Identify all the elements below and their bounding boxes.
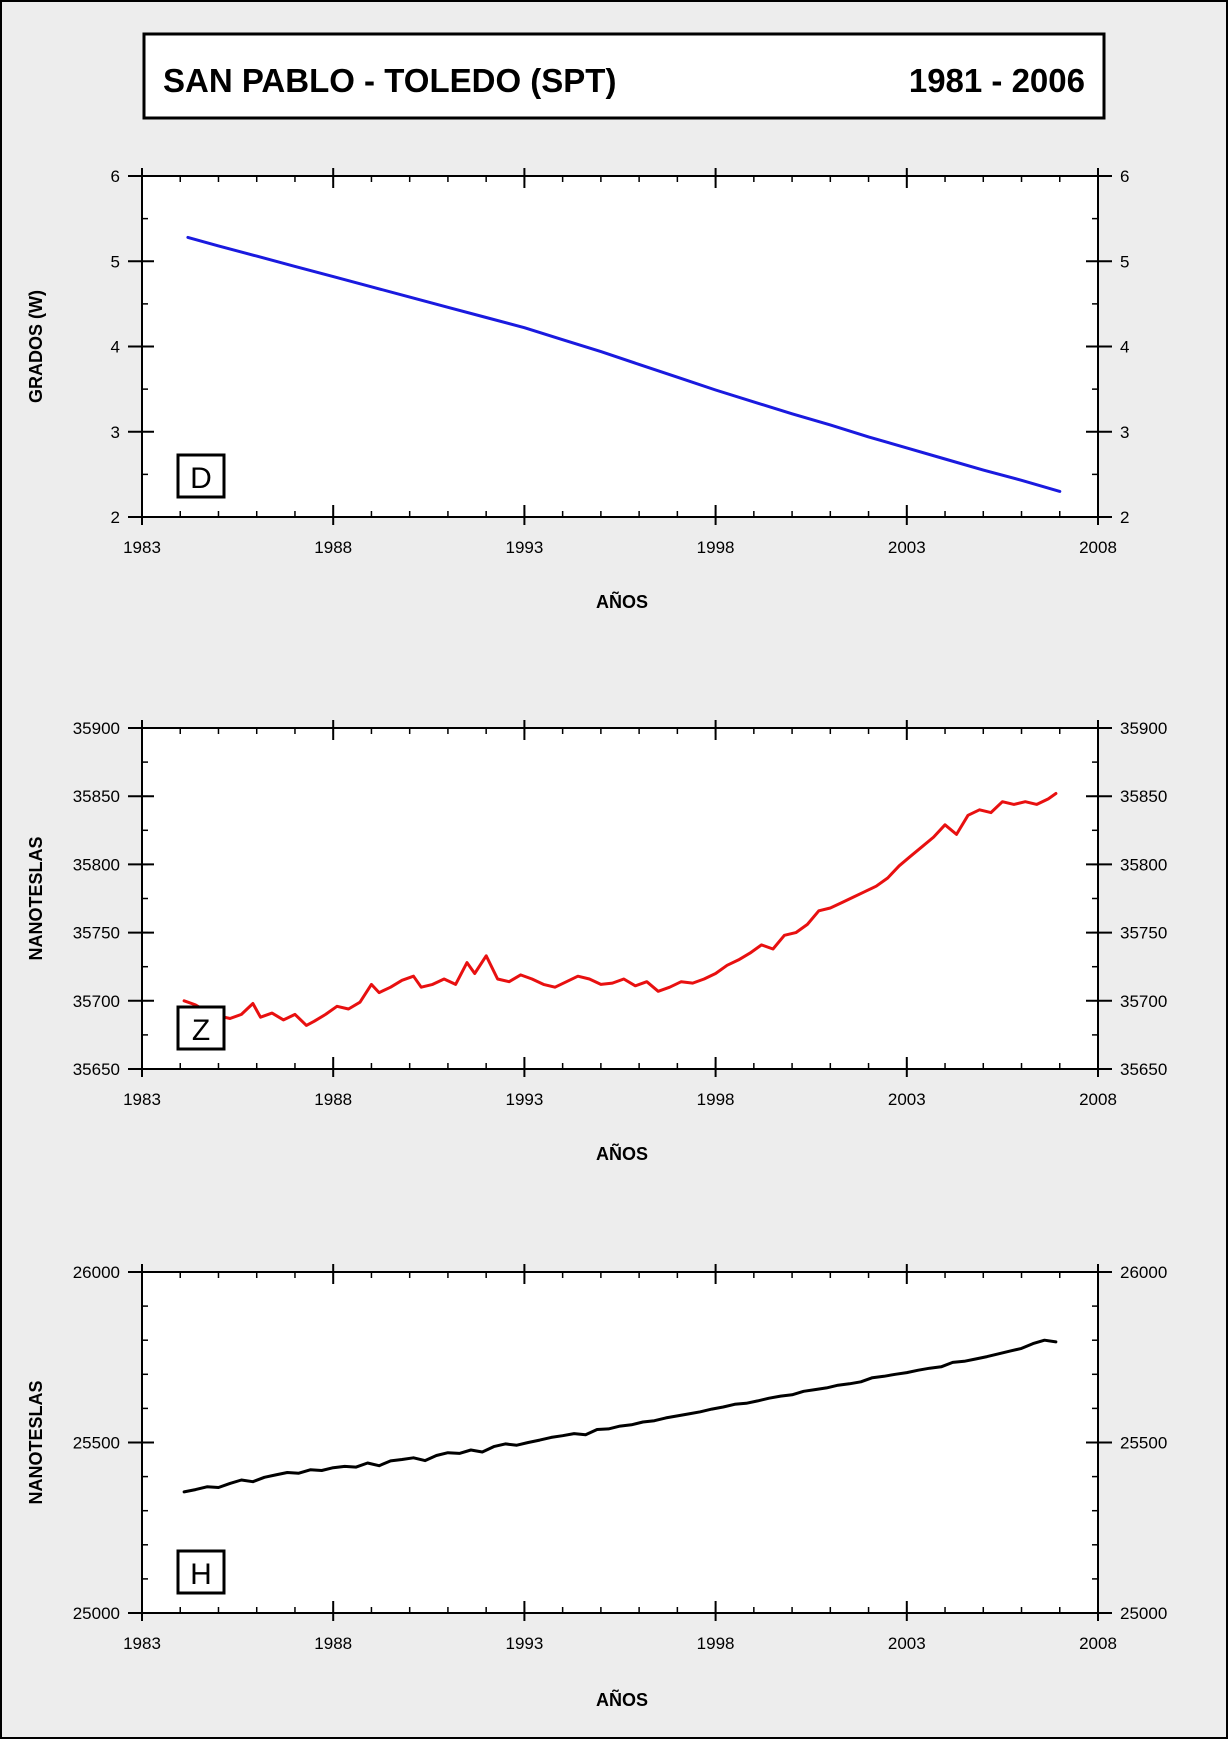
y-tick-label-left: 4 — [111, 338, 120, 357]
y-tick-label-left: 35650 — [73, 1060, 120, 1079]
plot-area — [142, 728, 1098, 1069]
y-tick-label-right: 5 — [1120, 252, 1129, 271]
y-tick-label-right: 35850 — [1120, 787, 1167, 806]
x-tick-label: 1983 — [123, 538, 161, 557]
y-tick-label-right: 35750 — [1120, 924, 1167, 943]
panel-label-box — [176, 1005, 226, 1051]
x-tick-label: 1998 — [697, 1634, 735, 1653]
y-tick-label-left: 25500 — [73, 1434, 120, 1453]
x-tick-label: 2003 — [888, 538, 926, 557]
series-line-D — [186, 235, 1062, 493]
plot-frame — [141, 727, 1099, 1070]
y-tick-label-left: 35850 — [73, 787, 120, 806]
header-period: 1981 - 2006 — [909, 62, 1085, 99]
x-tick-label: 2003 — [888, 1090, 926, 1109]
panel-label-box — [176, 1549, 226, 1595]
x-tick-label: 1983 — [123, 1634, 161, 1653]
plot-area — [142, 1272, 1098, 1613]
x-tick-label: 2003 — [888, 1634, 926, 1653]
y-axis-title: NANOTESLAS — [26, 1380, 46, 1504]
x-tick-label: 1998 — [697, 538, 735, 557]
x-tick-label: 1993 — [505, 1090, 543, 1109]
x-tick-label: 1988 — [314, 1634, 352, 1653]
header-box — [142, 32, 1106, 120]
y-tick-label-right: 26000 — [1120, 1263, 1167, 1282]
y-tick-label-right: 2 — [1120, 508, 1129, 527]
y-tick-label-left: 6 — [111, 167, 120, 186]
panel-label: D — [190, 462, 212, 495]
x-tick-label: 1993 — [505, 1634, 543, 1653]
y-tick-label-left: 25000 — [73, 1604, 120, 1623]
x-tick-label: 1983 — [123, 1090, 161, 1109]
header: SAN PABLO - TOLEDO (SPT) 1981 - 2006 — [142, 32, 1106, 120]
y-tick-label-left: 35700 — [73, 992, 120, 1011]
header-title: SAN PABLO - TOLEDO (SPT) — [163, 62, 616, 99]
x-tick-label: 2008 — [1079, 538, 1117, 557]
panel-label: Z — [192, 1014, 210, 1047]
plot-area — [142, 176, 1098, 517]
y-axis-title: GRADOS (W) — [26, 290, 46, 403]
panel-label-box — [176, 453, 226, 499]
x-tick-label: 2008 — [1079, 1090, 1117, 1109]
y-tick-label-left: 35800 — [73, 855, 120, 874]
y-tick-label-right: 35650 — [1120, 1060, 1167, 1079]
y-tick-label-right: 3 — [1120, 423, 1129, 442]
plot-frame — [141, 1271, 1099, 1614]
series-line-H — [182, 1338, 1058, 1494]
y-tick-label-right: 25000 — [1120, 1604, 1167, 1623]
y-tick-label-left: 26000 — [73, 1263, 120, 1282]
x-tick-label: 1998 — [697, 1090, 735, 1109]
y-tick-label-left: 2 — [111, 508, 120, 527]
y-tick-label-right: 4 — [1120, 338, 1129, 357]
y-tick-label-left: 5 — [111, 252, 120, 271]
panel-label: H — [190, 1558, 212, 1591]
x-tick-label: 1993 — [505, 538, 543, 557]
x-tick-label: 1988 — [314, 538, 352, 557]
x-tick-label: 2008 — [1079, 1634, 1117, 1653]
x-axis-title: AÑOS — [596, 1143, 648, 1164]
y-tick-label-right: 35900 — [1120, 719, 1167, 738]
y-tick-label-right: 35800 — [1120, 855, 1167, 874]
series-line-Z — [182, 792, 1058, 1027]
y-tick-label-right: 35700 — [1120, 992, 1167, 1011]
x-axis-title: AÑOS — [596, 591, 648, 612]
y-tick-label-right: 6 — [1120, 167, 1129, 186]
x-axis-title: AÑOS — [596, 1689, 648, 1710]
y-tick-label-right: 25500 — [1120, 1434, 1167, 1453]
plot-frame — [141, 175, 1099, 518]
x-tick-label: 1988 — [314, 1090, 352, 1109]
y-tick-label-left: 35900 — [73, 719, 120, 738]
y-tick-label-left: 35750 — [73, 924, 120, 943]
y-axis-title: NANOTESLAS — [26, 836, 46, 960]
y-tick-label-left: 3 — [111, 423, 120, 442]
